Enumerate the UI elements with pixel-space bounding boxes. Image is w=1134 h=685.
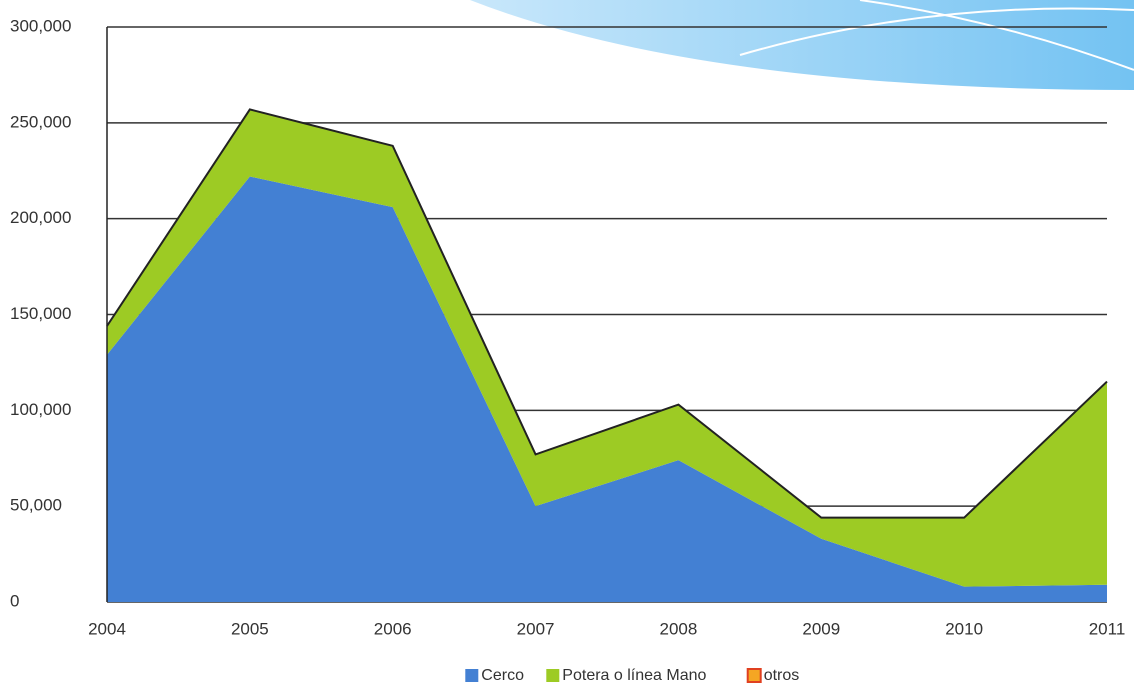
legend-swatch bbox=[746, 668, 762, 683]
y-tick-label: 0 bbox=[10, 591, 19, 610]
y-tick-label: 50,000 bbox=[10, 496, 62, 515]
area-outline bbox=[106, 108, 1108, 519]
y-tick-label: 300,000 bbox=[10, 16, 71, 35]
y-tick-label: 150,000 bbox=[10, 304, 71, 323]
legend-label: otros bbox=[764, 667, 800, 684]
x-tick-label: 2005 bbox=[231, 619, 269, 638]
area bbox=[107, 176, 1107, 602]
legend-label: Cerco bbox=[481, 667, 524, 684]
legend-swatch bbox=[546, 669, 560, 682]
x-tick-label: 2009 bbox=[802, 619, 840, 638]
legend-swatch bbox=[465, 669, 479, 682]
x-tick-label: 2011 bbox=[1089, 619, 1126, 638]
y-tick-label: 250,000 bbox=[10, 112, 71, 131]
area bbox=[107, 109, 1107, 587]
x-tick-label: 2006 bbox=[374, 619, 412, 638]
legend-label: Potera o línea Mano bbox=[562, 667, 706, 684]
x-tick-label: 2007 bbox=[517, 619, 555, 638]
x-tick-label: 2008 bbox=[660, 619, 698, 638]
y-tick-label: 100,000 bbox=[10, 400, 71, 419]
decoration bbox=[470, 0, 1134, 90]
y-tick-label: 200,000 bbox=[10, 208, 71, 227]
x-tick-label: 2004 bbox=[88, 619, 126, 638]
x-tick-label: 2010 bbox=[945, 619, 983, 638]
